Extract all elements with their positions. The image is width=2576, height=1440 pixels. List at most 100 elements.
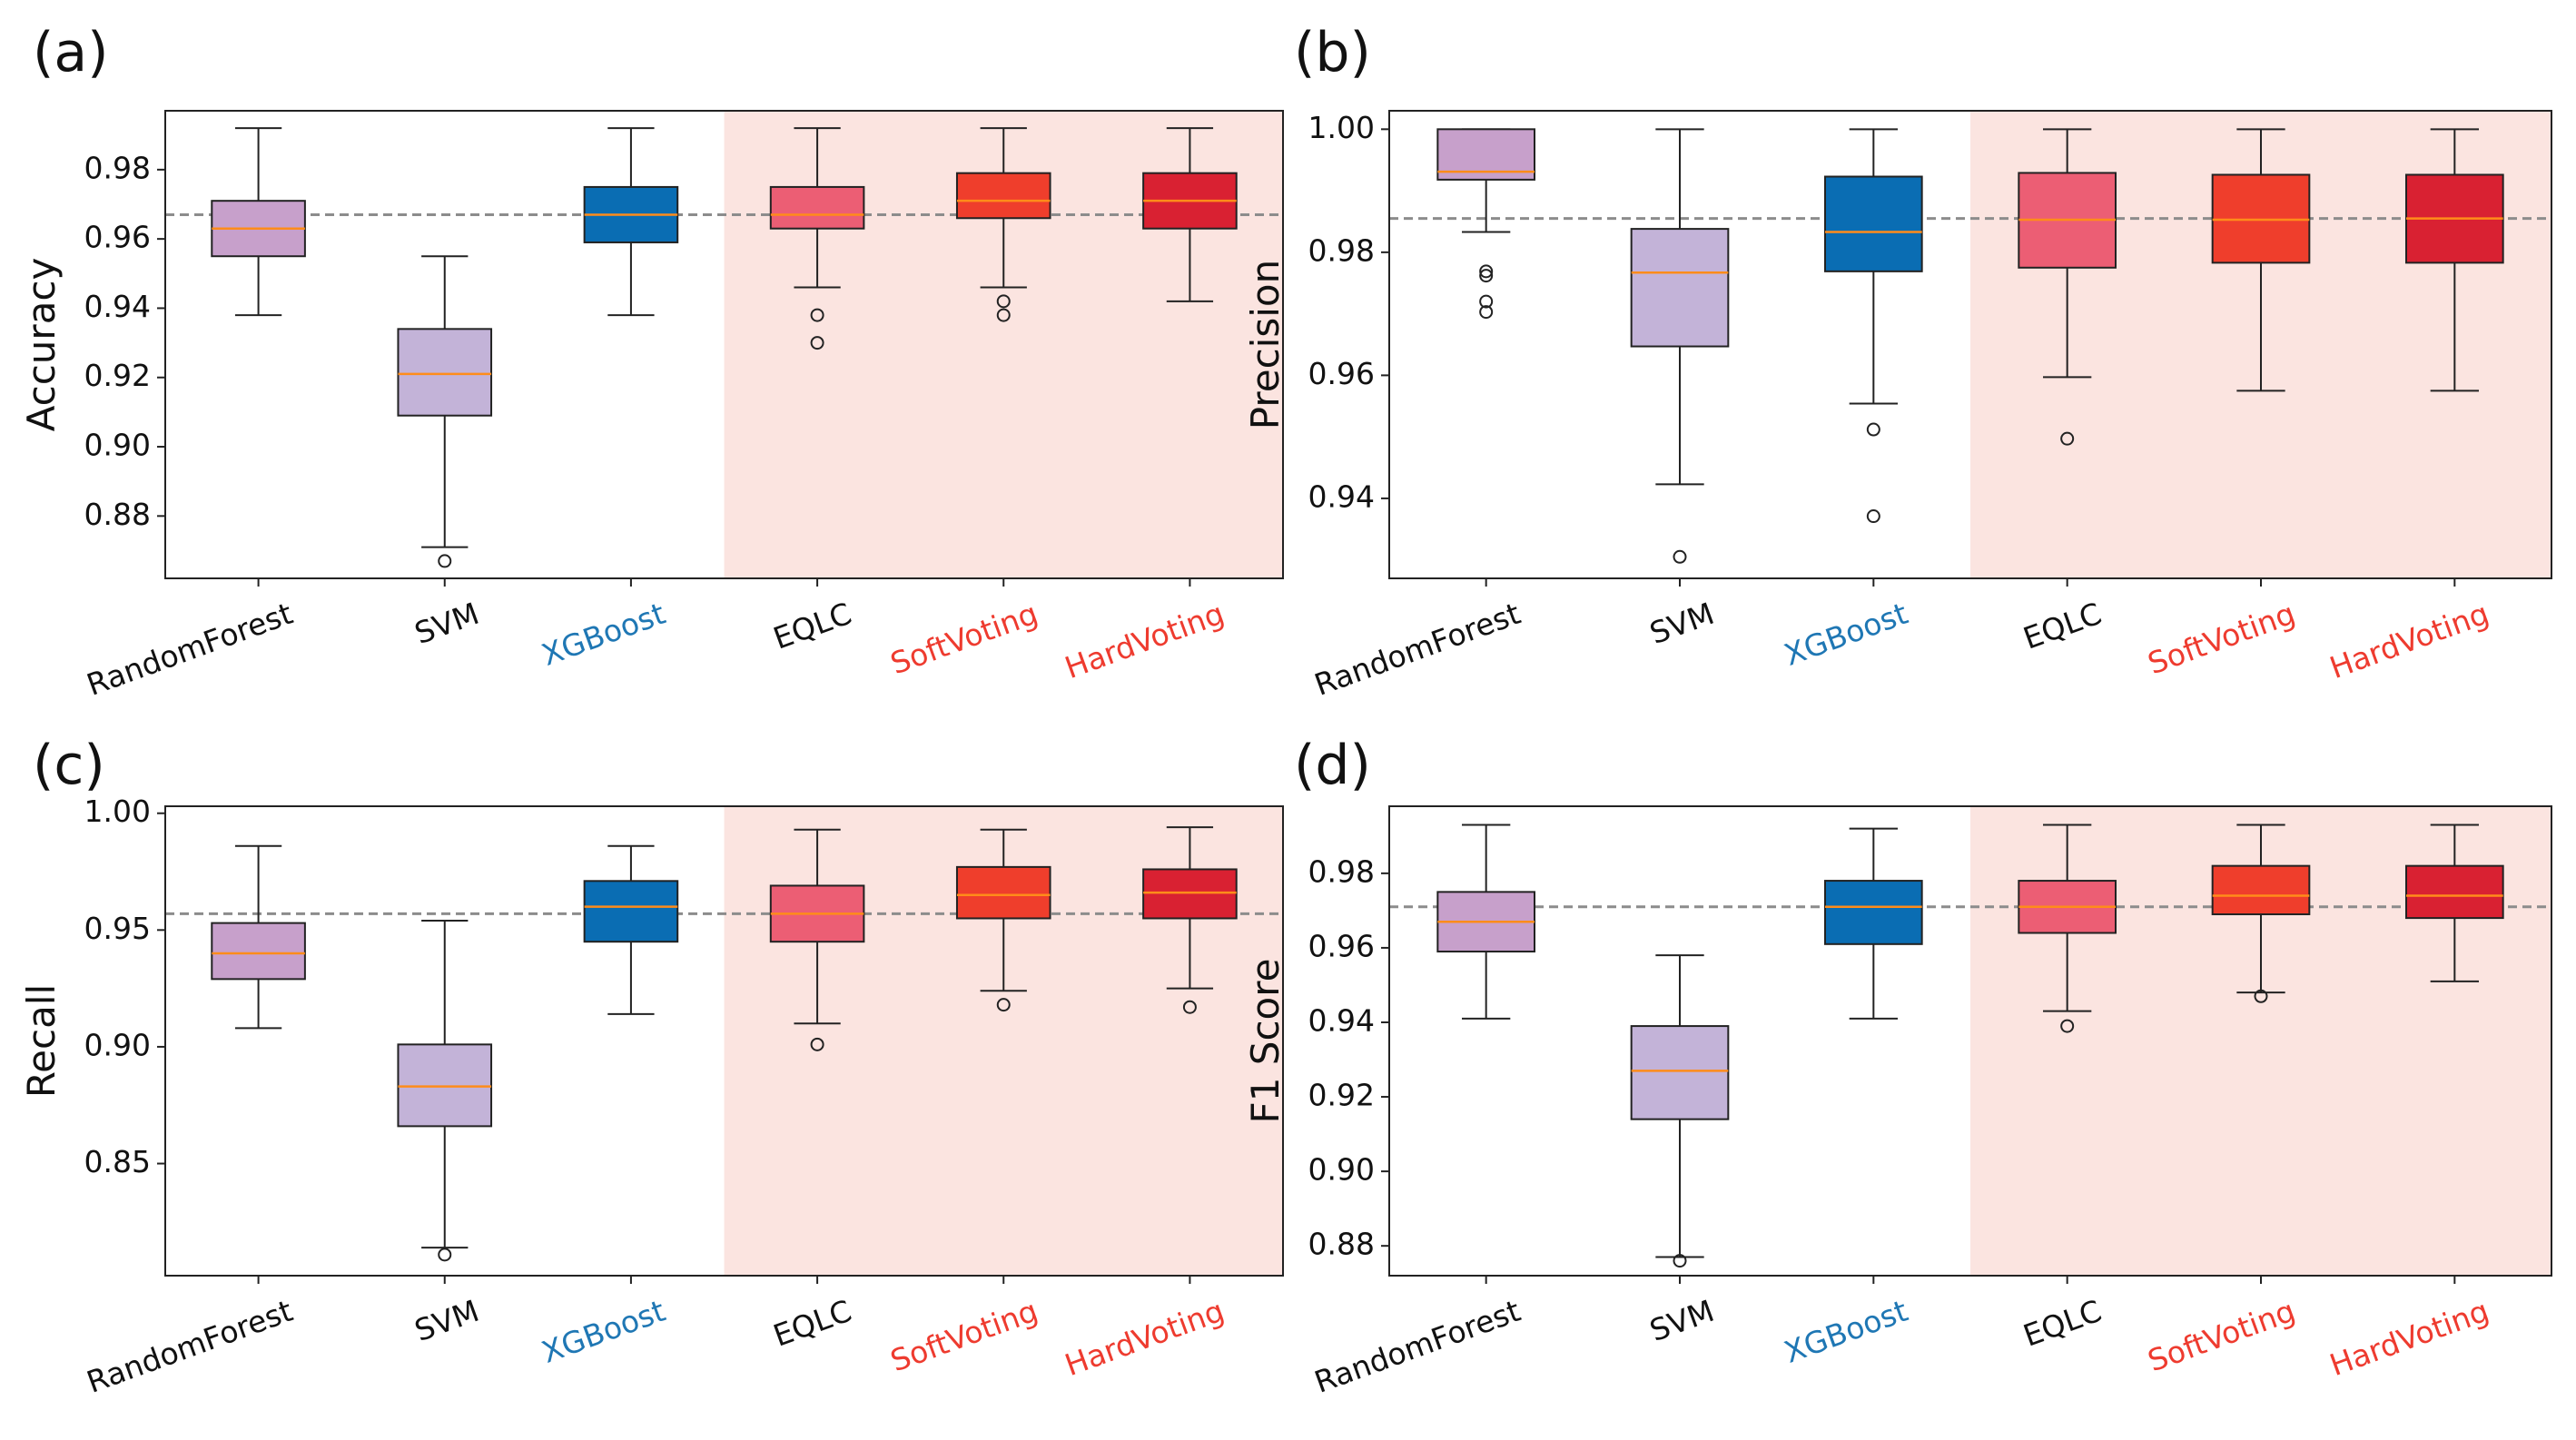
y-tick-label: 0.85: [84, 1144, 151, 1179]
x-tick-label-eqlc: EQLC: [2018, 1293, 2106, 1354]
y-tick-label: 0.96: [1308, 928, 1375, 963]
outlier-point: [2060, 431, 2075, 446]
y-tick-label: 0.90: [1308, 1152, 1375, 1188]
y-tick-label: 0.94: [1308, 1002, 1375, 1038]
y-tick-label: 0.88: [1308, 1227, 1375, 1262]
box-body: [397, 328, 493, 417]
outlier-point: [996, 294, 1011, 309]
x-tick-label-hardvoting: HardVoting: [2325, 596, 2493, 685]
box-hardvoting: [2405, 128, 2504, 392]
box-hardvoting: [1142, 127, 1238, 302]
box-body: [2405, 864, 2504, 920]
outlier-point: [2254, 989, 2268, 1003]
box-body: [2211, 864, 2311, 915]
outlier-point: [810, 1037, 824, 1051]
box-xgboost: [583, 844, 679, 1015]
outlier-point: [1866, 422, 1880, 437]
x-tick-label-randomforest: RandomForest: [82, 1293, 297, 1400]
x-tick-label-softvoting: SoftVoting: [2143, 596, 2299, 682]
y-axis-label: F1 Score: [1243, 959, 1288, 1124]
box-eqlc: [769, 828, 865, 1051]
box-eqlc: [2018, 824, 2117, 1033]
y-tick-label: 0.88: [84, 497, 151, 532]
y-tick-label: 0.92: [84, 358, 151, 393]
box-body: [955, 172, 1051, 220]
box-xgboost: [1824, 827, 1923, 1020]
y-tick-label: 0.98: [1308, 232, 1375, 268]
y-axis-label: Precision: [1243, 260, 1288, 429]
axes-frame: [164, 110, 1284, 579]
x-tick-label-randomforest: RandomForest: [1310, 1293, 1525, 1400]
x-tick-label-softvoting: SoftVoting: [886, 596, 1042, 682]
box-body: [769, 185, 865, 230]
outlier-point: [1479, 305, 1494, 320]
x-tick-label-hardvoting: HardVoting: [2325, 1293, 2493, 1383]
box-xgboost: [583, 127, 679, 317]
y-tick-label: 0.98: [1308, 853, 1375, 889]
box-softvoting: [2211, 128, 2311, 392]
outlier-point: [810, 336, 824, 350]
x-tick-label-svm: SVM: [1645, 1293, 1719, 1348]
axes-frame: [1388, 805, 2552, 1277]
x-tick-label-eqlc: EQLC: [769, 1293, 856, 1354]
panel-label: (d): [1294, 734, 1371, 797]
x-tick-label-xgboost: XGBoost: [1780, 1293, 1912, 1370]
box-body: [1630, 228, 1730, 348]
box-body: [211, 922, 306, 981]
chart-panel-c: 0.85 0.90 0.95 1.00 RandomForest SVM XGBoost EQ…: [19, 734, 1284, 1400]
box-softvoting: [955, 127, 1051, 322]
y-tick-label: 0.95: [84, 911, 151, 946]
box-randomforest: [1436, 128, 1536, 320]
chart-panel-d: 0.88 0.90 0.92 0.94 0.96 0.98 RandomForest SVM X…: [1243, 734, 2552, 1400]
outlier-point: [1479, 269, 1494, 283]
x-tick-label-svm: SVM: [1645, 596, 1719, 651]
outlier-point: [996, 998, 1011, 1012]
box-randomforest: [1436, 824, 1536, 1020]
box-body: [1142, 868, 1238, 920]
box-randomforest: [211, 127, 306, 317]
box-svm: [1630, 954, 1730, 1268]
outlier-point: [1866, 509, 1880, 524]
y-tick-label: 0.94: [84, 289, 151, 324]
y-tick-label: 0.92: [1308, 1078, 1375, 1113]
outlier-point: [810, 308, 824, 322]
y-tick-label: 0.96: [84, 220, 151, 255]
x-tick-label-softvoting: SoftVoting: [2143, 1293, 2299, 1379]
box-hardvoting: [1142, 826, 1238, 1014]
x-tick-label-hardvoting: HardVoting: [1061, 1293, 1229, 1383]
outlier-point: [1479, 294, 1494, 309]
axes-frame: [164, 805, 1284, 1277]
y-tick-label: 1.00: [84, 794, 151, 829]
outlier-point: [1182, 1000, 1197, 1014]
box-svm: [1630, 128, 1730, 564]
box-randomforest: [211, 844, 306, 1030]
box-body: [1824, 880, 1923, 945]
x-tick-label-eqlc: EQLC: [769, 596, 856, 656]
box-body: [1824, 175, 1923, 272]
box-softvoting: [955, 828, 1051, 1012]
y-tick-label: 0.90: [84, 428, 151, 463]
outlier-point: [1673, 1254, 1687, 1268]
outlier-point: [996, 308, 1011, 322]
box-svm: [397, 920, 493, 1262]
x-tick-label-xgboost: XGBoost: [1780, 596, 1912, 673]
outlier-point: [2060, 1019, 2075, 1033]
box-body: [397, 1043, 493, 1128]
outlier-point: [1479, 264, 1494, 279]
x-tick-label-xgboost: XGBoost: [537, 596, 669, 673]
x-tick-label-softvoting: SoftVoting: [886, 1293, 1042, 1379]
box-eqlc: [2018, 128, 2117, 446]
box-body: [1630, 1025, 1730, 1120]
y-tick-label: 0.90: [84, 1027, 151, 1062]
outlier-point: [438, 554, 452, 568]
panel-label: (a): [33, 21, 109, 84]
chart-panel-b: 0.94 0.96 0.98 1.00 RandomForest SVM XGBoost EQ…: [1243, 21, 2552, 703]
x-tick-label-svm: SVM: [410, 596, 483, 651]
y-tick-label: 0.98: [84, 150, 151, 185]
x-tick-label-xgboost: XGBoost: [537, 1293, 669, 1370]
box-eqlc: [769, 127, 865, 350]
box-body: [583, 880, 679, 943]
box-hardvoting: [2405, 824, 2504, 982]
y-axis-label: Accuracy: [19, 258, 64, 432]
